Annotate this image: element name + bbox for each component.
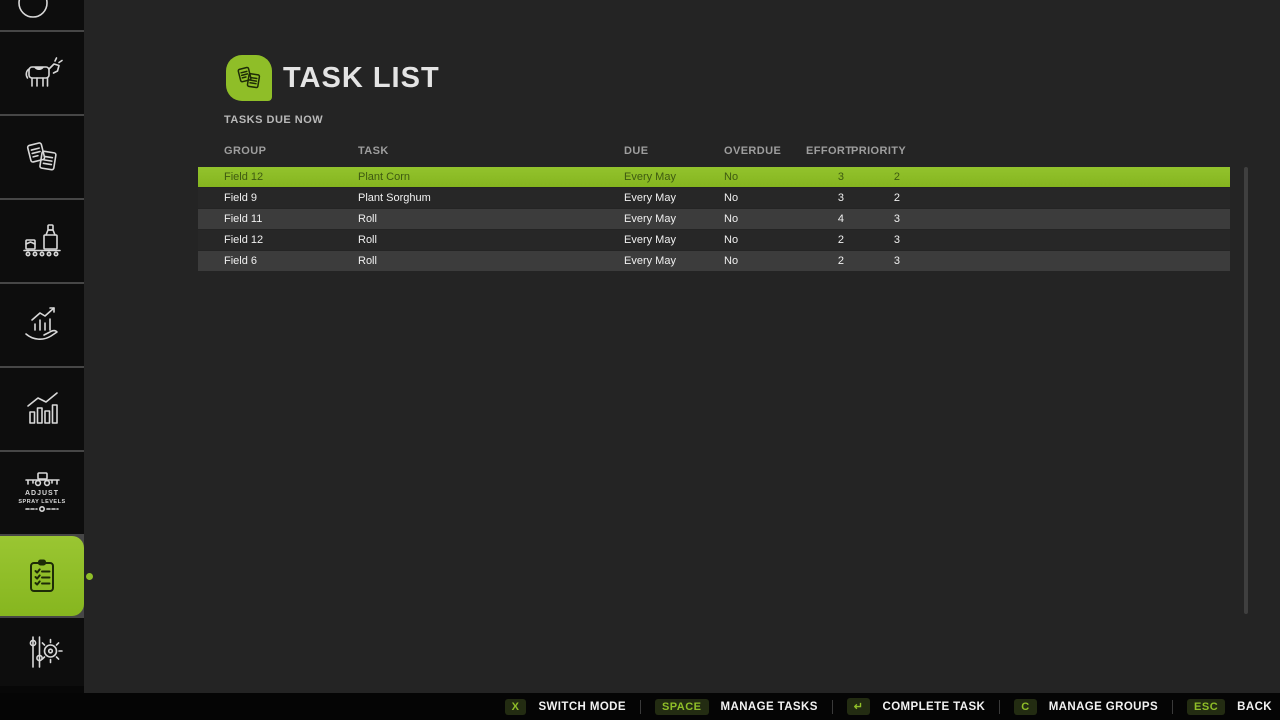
hotkey-separator bbox=[1172, 699, 1174, 714]
key-esc: ESC bbox=[1187, 698, 1226, 715]
header-task: TASK bbox=[358, 145, 389, 157]
table-row[interactable]: Field 11 Roll Every May No 4 3 bbox=[198, 209, 1230, 229]
table-row[interactable]: Field 9 Plant Sorghum Every May No 3 2 bbox=[198, 188, 1230, 208]
sidebar: ADJUST SPRAY LEVELS bbox=[0, 0, 93, 686]
cell-overdue: No bbox=[724, 255, 739, 267]
cell-task: Plant Corn bbox=[358, 171, 410, 183]
key-c: C bbox=[1014, 698, 1037, 715]
cell-task: Roll bbox=[358, 213, 377, 225]
clock-icon bbox=[18, 0, 48, 18]
table-header-row: GROUP TASK DUE OVERDUE EFFORT PRIORITY bbox=[198, 144, 1230, 158]
production-line-icon bbox=[23, 224, 61, 257]
hand-growth-chart-icon bbox=[25, 307, 58, 340]
cell-task: Roll bbox=[358, 255, 377, 267]
enter-key-icon: ↵ bbox=[846, 698, 871, 715]
cell-due: Every May bbox=[624, 234, 676, 246]
page-title-icon bbox=[226, 55, 272, 101]
cell-effort: 4 bbox=[837, 213, 844, 225]
documents-icon bbox=[26, 142, 57, 171]
section-label: TASKS DUE NOW bbox=[224, 114, 324, 126]
sidebar-item-task-list[interactable] bbox=[0, 536, 93, 616]
documents-icon bbox=[237, 66, 261, 89]
cell-effort: 3 bbox=[837, 192, 844, 204]
key-space: SPACE bbox=[654, 698, 709, 715]
sidebar-item-clock[interactable] bbox=[0, 0, 84, 30]
cow-icon bbox=[25, 57, 63, 87]
cell-priority: 3 bbox=[893, 255, 900, 267]
cell-priority: 3 bbox=[893, 213, 900, 225]
cell-group: Field 9 bbox=[224, 192, 258, 204]
cell-priority: 2 bbox=[893, 171, 900, 183]
cell-overdue: No bbox=[724, 213, 739, 225]
cell-effort: 2 bbox=[837, 234, 844, 246]
sidebar-item-animals[interactable] bbox=[0, 32, 84, 114]
hotkey-separator bbox=[999, 699, 1001, 714]
cell-overdue: No bbox=[724, 192, 739, 204]
header-group: GROUP bbox=[224, 145, 267, 157]
hotkey-back[interactable]: ESC BACK bbox=[1187, 698, 1272, 715]
table-row[interactable]: Field 12 Roll Every May No 2 3 bbox=[198, 230, 1230, 250]
spray-label-line2: SPRAY LEVELS bbox=[18, 499, 65, 505]
hotkey-bar: X SWITCH MODE SPACE MANAGE TASKS ↵ COMPL… bbox=[0, 693, 1280, 720]
hotkey-manage-tasks[interactable]: SPACE MANAGE TASKS bbox=[654, 698, 818, 715]
table-row[interactable]: Field 12 Plant Corn Every May No 3 2 bbox=[198, 167, 1230, 187]
bar-chart-icon bbox=[27, 392, 58, 424]
header-overdue: OVERDUE bbox=[724, 145, 782, 157]
cell-priority: 2 bbox=[893, 192, 900, 204]
cell-due: Every May bbox=[624, 255, 676, 267]
page-title: TASK LIST bbox=[283, 62, 440, 94]
adjust-spray-levels-icon: ADJUST SPRAY LEVELS bbox=[18, 472, 65, 512]
hotkey-label: SWITCH MODE bbox=[538, 700, 626, 713]
selected-tab-pointer bbox=[86, 573, 93, 580]
hotkey-separator bbox=[639, 699, 641, 714]
hotkey-complete-task[interactable]: ↵ COMPLETE TASK bbox=[846, 698, 986, 715]
cell-group: Field 6 bbox=[224, 255, 258, 267]
task-list-clipboard-icon bbox=[30, 559, 54, 592]
cell-due: Every May bbox=[624, 192, 676, 204]
sidebar-item-production[interactable] bbox=[0, 200, 84, 282]
hotkey-label: COMPLETE TASK bbox=[882, 700, 986, 713]
hotkey-manage-groups[interactable]: C MANAGE GROUPS bbox=[1014, 698, 1159, 715]
cell-overdue: No bbox=[724, 234, 739, 246]
hotkey-switch-mode[interactable]: X SWITCH MODE bbox=[504, 698, 626, 715]
sidebar-item-sales[interactable] bbox=[0, 284, 84, 366]
cell-group: Field 12 bbox=[224, 171, 264, 183]
cell-effort: 2 bbox=[837, 255, 844, 267]
sidebar-item-adjust-spray-levels[interactable]: ADJUST SPRAY LEVELS bbox=[0, 452, 84, 534]
spray-label-line1: ADJUST bbox=[25, 490, 59, 497]
cell-overdue: No bbox=[724, 171, 739, 183]
task-table: GROUP TASK DUE OVERDUE EFFORT PRIORITY F… bbox=[198, 144, 1230, 272]
hotkey-label: MANAGE GROUPS bbox=[1048, 700, 1159, 713]
header-due: DUE bbox=[624, 145, 649, 157]
cell-group: Field 11 bbox=[224, 213, 263, 225]
cell-due: Every May bbox=[624, 171, 676, 183]
hotkey-label: MANAGE TASKS bbox=[720, 700, 818, 713]
cell-priority: 3 bbox=[893, 234, 900, 246]
header-priority: PRIORITY bbox=[851, 145, 907, 157]
sidebar-item-settings[interactable] bbox=[0, 618, 84, 686]
cell-task: Roll bbox=[358, 234, 377, 246]
table-row[interactable]: Field 6 Roll Every May No 2 3 bbox=[198, 251, 1230, 271]
cell-due: Every May bbox=[624, 213, 676, 225]
sliders-gear-icon bbox=[29, 636, 63, 668]
sidebar-item-statistics[interactable] bbox=[0, 368, 84, 450]
scrollbar[interactable] bbox=[1244, 167, 1248, 614]
cell-group: Field 12 bbox=[224, 234, 264, 246]
sidebar-item-documents[interactable] bbox=[0, 116, 84, 198]
cell-effort: 3 bbox=[837, 171, 844, 183]
header-effort: EFFORT bbox=[806, 145, 853, 157]
key-x: X bbox=[504, 698, 527, 715]
hotkey-separator bbox=[831, 699, 833, 714]
hotkey-label: BACK bbox=[1237, 700, 1272, 713]
cell-task: Plant Sorghum bbox=[358, 192, 431, 204]
